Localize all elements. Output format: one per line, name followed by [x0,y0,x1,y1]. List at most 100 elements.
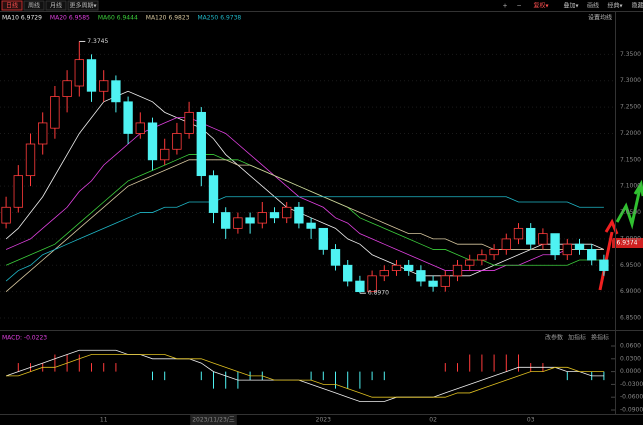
candle-body [477,254,487,261]
toolbar-button[interactable]: 画线 [587,2,599,10]
last-price-box [612,238,643,248]
macd-y-tick-label: 0.0600 [620,343,641,350]
x-tick-label: 02 [429,417,437,424]
toolbar-button-bg [1,0,23,11]
macd-button[interactable]: 加指标 [568,334,586,342]
high-label: 7.3745 [87,38,108,45]
candle-body [489,249,499,256]
candle-body [318,227,328,250]
candle-body [86,59,97,92]
x-label-box [190,415,237,425]
last-price: 6.9374 [617,240,638,247]
toolbar-button[interactable]: 周线 [28,2,40,10]
x-tick-label: 11 [100,417,108,424]
toolbar-button[interactable]: − [516,3,521,10]
candle-body [465,259,475,266]
toolbar-button[interactable]: 复权▾ [533,2,548,10]
candle-body [74,59,84,87]
toolbar-button[interactable]: 经典▾ [607,2,622,10]
candle-body [111,80,121,103]
y-tick-label: 7.1500 [620,156,641,163]
macd-button[interactable]: 改参数 [545,334,563,342]
candle-body [245,217,255,224]
toolbar-button[interactable]: + [502,3,507,10]
y-tick-label: 6.9500 [620,262,641,269]
toolbar-button[interactable]: 隐藏指标▾ [631,2,643,10]
legend-name: MA60 [98,15,115,22]
legend-value: 6.9444 [117,15,138,22]
candle-body [404,264,414,271]
candle-body [208,175,219,213]
candle-body [160,148,170,161]
x-tick-label: 2023 [316,417,331,424]
x-tick-label: 03 [527,417,535,424]
candle-body [562,243,572,256]
candle-body [513,227,524,240]
legend-name: MA120 [146,15,167,22]
macd-y-tick-label: -0.0600 [620,394,643,401]
candle-body [38,122,48,145]
candle-body [282,206,292,219]
candle-body [587,249,597,261]
ma-settings[interactable]: 设置均线 [588,14,612,22]
candle-body [306,222,316,229]
y-tick-label: 7.2500 [620,104,641,111]
candle-body [330,249,341,266]
y-tick-label: 7.0500 [620,209,641,216]
legend-value: 6.9585 [69,15,90,22]
y-tick-label: 7.0000 [620,235,641,242]
candle-body [123,101,133,134]
macd-y-tick-label: 0.0000 [620,368,641,375]
y-tick-label: 7.3500 [620,51,641,58]
candle-body [196,111,206,177]
toolbar-button[interactable]: 日线 [6,2,18,10]
candle-body [99,80,109,92]
candle-body [13,175,23,208]
macd-y-tick-label: 0.0300 [620,355,641,362]
macd-button[interactable]: 换指标 [591,334,609,342]
legend-name: MA10 [2,15,19,22]
candle-body [62,80,72,97]
candle-body [269,212,280,219]
y-tick-label: 7.1000 [620,183,641,190]
y-tick-label: 7.3000 [620,77,641,84]
toolbar-button-bg [67,0,99,11]
toolbar-button[interactable]: 叠加▾ [563,2,578,10]
ma-line [5,196,604,282]
candle-body [428,280,438,287]
y-tick-label: 6.9000 [620,288,641,295]
candle-body [294,206,304,224]
legend-value: 6.9738 [220,15,241,22]
toolbar-button[interactable]: 更多周期▾ [69,2,96,10]
candle-body [355,280,365,293]
candle-body [526,227,536,245]
candle-body [440,275,450,287]
toolbar-button-bg [45,0,67,11]
ma-line [5,117,604,271]
y-tick-label: 7.2000 [620,130,641,137]
candle-body [184,111,194,134]
legend-name: MA250 [198,15,219,22]
macd-y-tick-label: -0.0300 [620,381,643,388]
candle-body [257,212,267,224]
candle-body [501,238,511,250]
candle-body [135,122,145,134]
candle-body [599,259,609,271]
candle-body [391,264,402,271]
legend-value: 6.9729 [21,15,42,22]
macd-title: MACD: -0.0223 [2,335,47,342]
toolbar-button-bg [23,0,45,11]
candle-body [343,264,353,282]
toolbar-button[interactable]: 月线 [50,2,62,10]
candle-body [574,243,585,250]
candle-body [147,122,158,161]
candle-body [379,270,389,277]
ma-line [5,90,605,277]
candle-body [25,143,36,177]
macd-dea-line [6,354,604,398]
x-tick-label: 2023/11/23/三 [192,417,235,424]
candle-body [50,96,60,129]
candle-body [221,212,231,229]
green-arrow [615,179,643,230]
